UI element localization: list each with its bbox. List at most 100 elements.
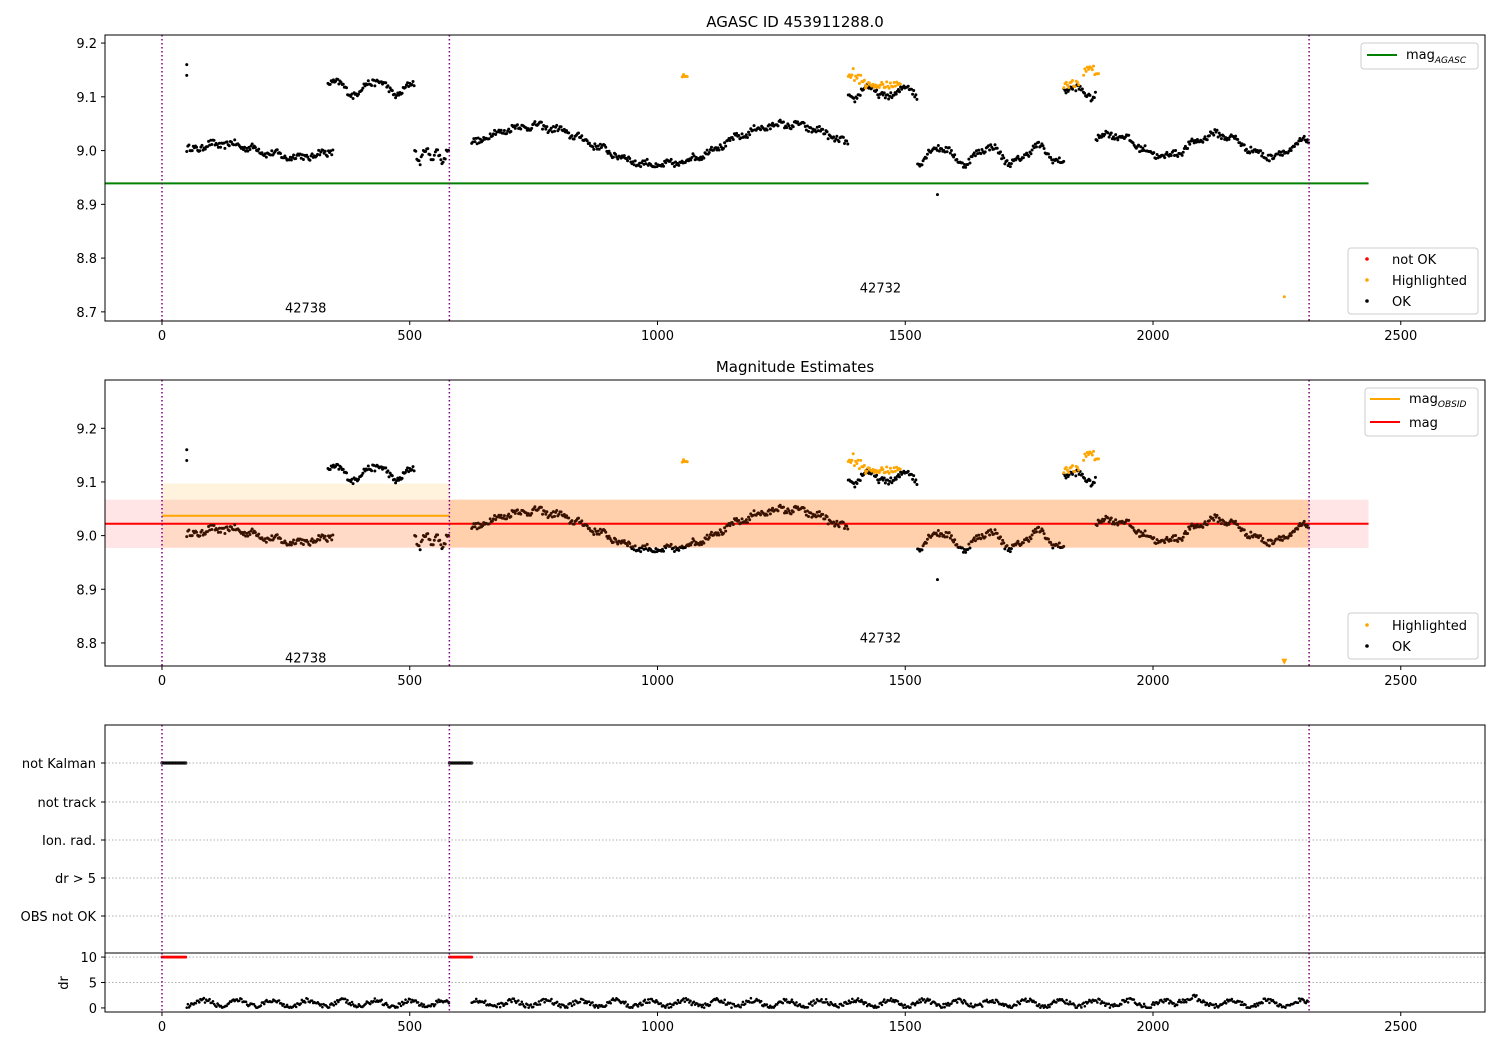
dr-point xyxy=(1204,1003,1207,1007)
ok-point xyxy=(718,143,722,147)
ok-point xyxy=(823,132,827,136)
ok-point xyxy=(472,522,476,526)
ok-point xyxy=(392,92,396,96)
ok-point xyxy=(710,530,714,534)
highlighted-point xyxy=(892,81,896,85)
dr-point xyxy=(350,1000,354,1004)
highlighted-point xyxy=(680,75,684,79)
dr-point xyxy=(202,996,206,1000)
dr-point xyxy=(604,1004,608,1007)
dr-point xyxy=(985,998,989,1002)
ok-point xyxy=(1236,137,1240,141)
ok-point xyxy=(198,534,202,538)
ok-point xyxy=(1088,93,1092,97)
dr-point xyxy=(1083,1004,1087,1008)
dr-capped-point xyxy=(470,955,474,959)
ok-point xyxy=(747,130,751,134)
ok-point xyxy=(817,510,821,514)
ok-point xyxy=(232,528,236,532)
legend-label-ok: OK xyxy=(1392,295,1411,310)
ok-point xyxy=(1111,520,1115,524)
ok-point xyxy=(1205,523,1209,527)
ok-point xyxy=(557,512,561,516)
ok-point xyxy=(291,540,295,544)
dr-xtick-label: 1500 xyxy=(889,1020,922,1035)
ok-point xyxy=(1236,522,1240,526)
ok-point xyxy=(990,145,994,149)
ok-point xyxy=(244,149,248,153)
ok-point xyxy=(1186,147,1190,151)
ok-point xyxy=(225,140,229,144)
ok-point xyxy=(1152,151,1156,155)
ok-point xyxy=(912,474,916,478)
ok-point xyxy=(412,84,416,88)
legend-box xyxy=(1360,42,1479,70)
dr-point xyxy=(820,997,823,1001)
dr-point xyxy=(893,1000,896,1004)
dr-point xyxy=(1157,1001,1161,1004)
ok-point xyxy=(411,465,415,469)
not-kalman-point xyxy=(164,761,169,765)
ok-point xyxy=(1003,547,1007,551)
ok-point xyxy=(403,85,407,89)
dr-point xyxy=(1008,1004,1011,1008)
ok-point xyxy=(914,93,918,97)
ok-point xyxy=(1001,153,1005,157)
highlighted-point xyxy=(856,458,860,462)
ok-point xyxy=(279,537,283,541)
ok-point xyxy=(410,468,414,472)
obsid-label: 42732 xyxy=(860,632,901,647)
ok-point xyxy=(961,165,965,169)
dr-point xyxy=(498,1005,502,1009)
highlighted-point xyxy=(1090,68,1094,72)
dr-point xyxy=(280,1002,283,1005)
dr-point xyxy=(346,998,349,1002)
dr-point xyxy=(692,1000,696,1004)
ok-point xyxy=(993,528,997,532)
ok-point xyxy=(855,96,859,100)
dr-point xyxy=(399,1004,403,1008)
ok-point xyxy=(585,139,589,143)
ok-point xyxy=(1005,159,1009,163)
ok-point xyxy=(915,97,919,101)
ok-point xyxy=(1186,532,1190,536)
ok-point xyxy=(328,467,332,471)
ok-point xyxy=(370,469,374,473)
ok-point xyxy=(721,146,725,150)
dr-point xyxy=(1212,1003,1215,1007)
ok-point xyxy=(216,145,220,149)
dr-point xyxy=(474,997,478,1001)
ok-point xyxy=(219,145,223,149)
ok-point xyxy=(748,133,752,137)
dr-xtick-label: 500 xyxy=(397,1020,422,1035)
ok-point xyxy=(1174,148,1178,152)
ok-point xyxy=(1029,537,1033,541)
dr-point xyxy=(227,1002,231,1005)
highlighted-point xyxy=(1064,80,1068,84)
highlighted-point xyxy=(685,460,689,464)
ok-point xyxy=(545,125,549,129)
dr-point xyxy=(240,997,243,1001)
ok-point xyxy=(481,139,485,143)
ok-point xyxy=(1005,544,1009,548)
dr-point xyxy=(917,1001,920,1005)
ok-point xyxy=(318,538,322,542)
legend-label-highlighted: Highlighted xyxy=(1392,274,1467,289)
legend-swatch-highlighted xyxy=(1365,623,1369,627)
agasc-xtick-label: 2500 xyxy=(1384,329,1417,344)
ok-point xyxy=(403,470,407,474)
ok-point xyxy=(641,544,645,548)
dr-point xyxy=(1207,1004,1211,1008)
dr-point xyxy=(1055,1001,1058,1004)
dr-point xyxy=(537,1000,541,1003)
ok-point xyxy=(1242,528,1246,532)
ok-point xyxy=(936,144,940,148)
ok-point xyxy=(977,148,981,152)
ok-point xyxy=(1034,145,1038,149)
dr-xtick-label: 0 xyxy=(158,1020,166,1035)
ok-point xyxy=(1212,133,1216,137)
ok-point xyxy=(212,138,216,142)
ok-point xyxy=(1095,524,1099,528)
highlighted-point xyxy=(1075,80,1079,84)
ok-point xyxy=(1212,518,1216,522)
